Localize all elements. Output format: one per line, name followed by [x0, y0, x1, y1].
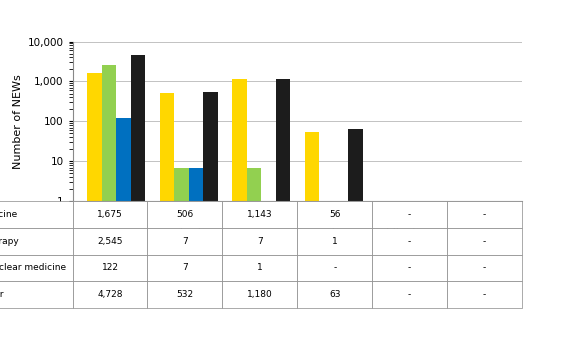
- Bar: [87, 73, 102, 346]
- Bar: [348, 129, 362, 346]
- Bar: [160, 93, 174, 346]
- Bar: [102, 65, 116, 346]
- Bar: [203, 92, 218, 346]
- Bar: [174, 167, 188, 346]
- Bar: [319, 201, 333, 346]
- Bar: [116, 118, 130, 346]
- Bar: [261, 201, 276, 346]
- Bar: [130, 55, 145, 346]
- Y-axis label: Number of NEWs: Number of NEWs: [13, 74, 23, 169]
- Bar: [276, 79, 290, 346]
- Bar: [232, 79, 246, 346]
- Bar: [246, 167, 261, 346]
- Bar: [188, 167, 203, 346]
- Bar: [304, 131, 319, 346]
